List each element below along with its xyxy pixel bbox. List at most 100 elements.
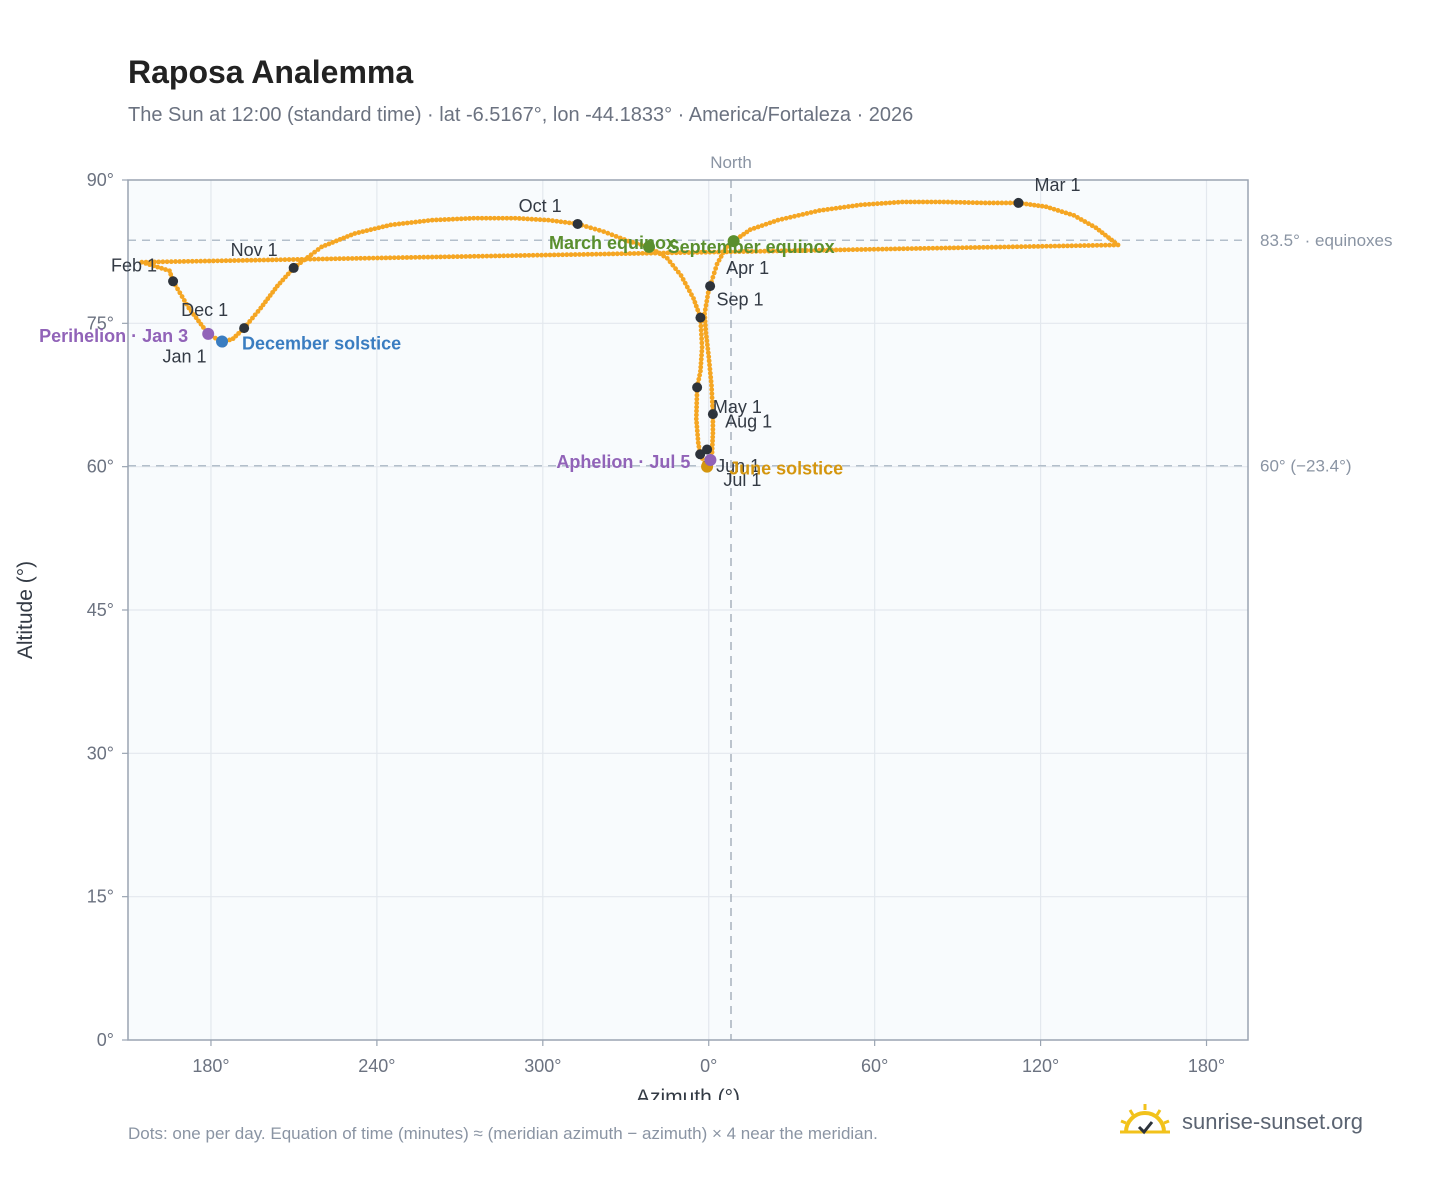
brand[interactable]: sunrise-sunset.org — [1118, 1102, 1363, 1142]
curve-dot — [396, 221, 402, 227]
curve-dot — [703, 322, 708, 328]
curve-dot — [421, 254, 427, 260]
curve-dot — [661, 250, 666, 256]
curve-dot — [697, 372, 703, 378]
curve-dot — [695, 432, 700, 438]
curve-dot — [488, 253, 494, 259]
curve-dot — [875, 246, 881, 252]
curve-dot — [884, 246, 889, 252]
curve-dot — [689, 292, 694, 298]
curve-dot — [698, 327, 704, 333]
curve-dot — [372, 226, 378, 232]
curve-dot — [709, 391, 715, 397]
curve-dot — [821, 207, 826, 213]
curve-dot — [286, 257, 292, 262]
curve-dot — [265, 257, 271, 263]
curve-dot — [1073, 243, 1079, 249]
curve-dot — [617, 235, 623, 241]
curve-dot — [1039, 203, 1045, 209]
month-marker — [707, 409, 718, 420]
x-tick-label: 180° — [1188, 1056, 1225, 1076]
curve-dot — [1081, 243, 1087, 248]
curve-dot — [1115, 242, 1121, 248]
curve-dot — [928, 199, 934, 205]
curve-dot — [808, 210, 814, 215]
curve-dot — [962, 200, 967, 205]
curve-dot — [791, 248, 797, 254]
curve-dot — [311, 256, 317, 262]
curve-dot — [508, 215, 514, 221]
curve-dot — [593, 251, 599, 257]
curve-dot — [512, 215, 518, 221]
curve-dot — [189, 258, 195, 264]
curve-dot — [686, 288, 692, 294]
curve-dot — [829, 247, 835, 253]
event-label: December solstice — [242, 333, 401, 353]
curve-dot — [322, 243, 328, 248]
curve-dot — [479, 215, 485, 221]
curve-dot — [709, 383, 714, 388]
curve-dot — [970, 200, 976, 206]
curve-dot — [455, 254, 460, 260]
chart-subtitle: The Sun at 12:00 (standard time) · lat -… — [128, 104, 914, 126]
curve-dot — [581, 251, 587, 257]
curve-dot — [991, 200, 996, 206]
curve-dot — [704, 338, 710, 344]
curve-dot — [184, 301, 189, 307]
curve-dot — [698, 332, 704, 337]
curve-dot — [916, 199, 922, 205]
curve-dot — [1035, 243, 1041, 249]
curve-dot — [613, 233, 619, 239]
curve-dot — [966, 200, 972, 205]
curve-dot — [714, 261, 720, 267]
curve-dot — [631, 251, 637, 256]
extra-marker — [692, 382, 703, 393]
curve-dot — [521, 216, 526, 222]
curve-dot — [720, 249, 725, 255]
curve-dot — [299, 256, 305, 262]
curve-dot — [316, 256, 321, 262]
curve-dot — [774, 248, 780, 254]
curve-dot — [891, 200, 897, 205]
curve-dot — [282, 257, 288, 263]
curve-dot — [698, 360, 704, 366]
curve-dot — [941, 199, 947, 205]
curve-dot — [562, 219, 568, 225]
brand-text[interactable]: sunrise-sunset.org — [1182, 1109, 1363, 1134]
month-marker — [168, 276, 179, 287]
curve-dot — [400, 255, 406, 260]
curve-dot — [198, 258, 204, 264]
curve-dot — [888, 246, 894, 252]
curve-dot — [699, 336, 705, 342]
curve-dot — [825, 247, 831, 253]
curve-dot — [1014, 244, 1020, 250]
curve-dot — [871, 246, 877, 252]
curve-dot — [627, 251, 633, 256]
curve-dot — [695, 440, 701, 446]
curve-dot — [652, 250, 658, 256]
curve-dot — [1067, 211, 1073, 217]
curve-dot — [678, 250, 683, 256]
x-tick-label: 120° — [1022, 1056, 1059, 1076]
curve-dot — [303, 256, 309, 262]
x-tick-label: 60° — [861, 1056, 888, 1076]
curve-dot — [320, 256, 326, 262]
curve-dot — [541, 217, 547, 223]
curve-dot — [895, 199, 901, 205]
curve-dot — [496, 215, 501, 221]
curve-dot — [1055, 208, 1061, 213]
curve-dot — [917, 246, 923, 251]
curve-dot — [825, 207, 831, 212]
curve-dot — [989, 244, 995, 250]
curve-dot — [480, 253, 486, 259]
y-tick-label: 30° — [87, 743, 114, 763]
curve-dot — [248, 257, 254, 263]
curve-dot — [854, 247, 860, 252]
event-label: Aphelion · Jul 5 — [556, 452, 690, 472]
curve-dot — [745, 249, 751, 254]
y-axis-label: Altitude (°) — [14, 561, 37, 659]
curve-dot — [816, 208, 822, 213]
curve-dot — [358, 255, 364, 261]
curve-dot — [892, 246, 898, 252]
